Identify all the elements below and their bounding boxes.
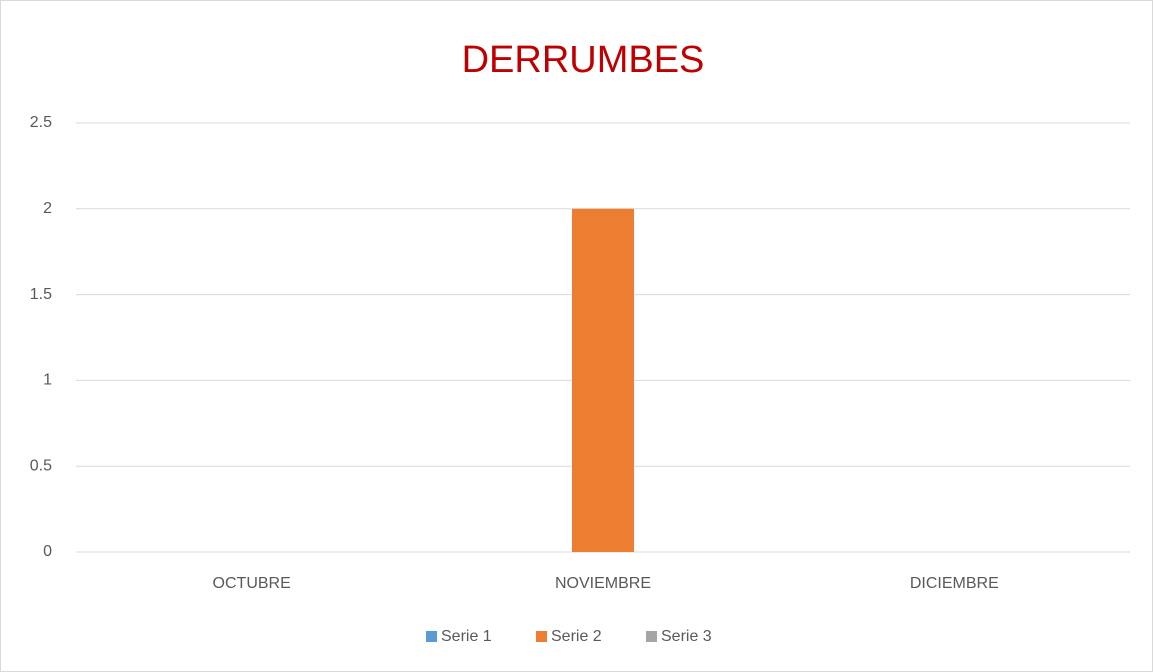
x-tick-label: DICIEMBRE <box>910 575 999 592</box>
legend-swatch <box>426 631 437 642</box>
legend-label: Serie 1 <box>441 628 492 645</box>
y-tick-label: 1.5 <box>30 286 52 303</box>
chart-title: DERRUMBES <box>462 39 705 81</box>
y-tick-label: 0.5 <box>30 457 52 474</box>
y-tick-label: 2.5 <box>30 114 52 131</box>
bar <box>572 208 634 553</box>
legend-label: Serie 3 <box>661 628 712 645</box>
legend-label: Serie 2 <box>551 628 602 645</box>
x-tick-label: OCTUBRE <box>213 575 291 592</box>
y-tick-label: 0 <box>43 543 52 560</box>
y-tick-label: 1 <box>43 372 52 389</box>
legend-swatch <box>646 631 657 642</box>
y-tick-label: 2 <box>43 200 52 217</box>
legend-swatch <box>536 631 547 642</box>
x-tick-label: NOVIEMBRE <box>555 575 651 592</box>
